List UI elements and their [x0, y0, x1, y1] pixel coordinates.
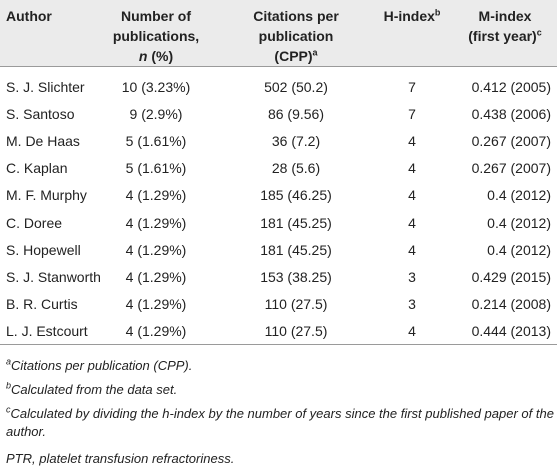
header-cell: M-index (first year)c	[455, 6, 555, 46]
header-text: publication	[258, 28, 334, 44]
table-cell: 4	[408, 214, 416, 231]
footnote: bCalculated from the data set.	[6, 381, 554, 399]
table-cell: 4 (1.29%)	[125, 268, 187, 285]
footnote-text: Calculated by dividing the h-index by th…	[6, 406, 554, 439]
footnote-text: Calculated from the data set.	[11, 382, 178, 397]
header-rule	[0, 66, 557, 67]
table-cell: 4 (1.29%)	[125, 214, 187, 231]
table-cell: 110 (27.5)	[264, 322, 328, 339]
table-cell: S. J. Slichter	[6, 79, 85, 95]
table-cell: B. R. Curtis	[6, 295, 78, 312]
table-cell: 7	[408, 106, 416, 123]
header-text: H-index	[383, 8, 435, 24]
header-cell: H-indexb	[372, 6, 452, 26]
header-variable: n	[138, 48, 148, 64]
header-cell: Author	[6, 6, 116, 26]
table-cell: 181 (45.25)	[260, 214, 332, 231]
table-cell: 9 (2.9%)	[129, 106, 183, 123]
table-cell: 4	[408, 322, 416, 339]
table-cell: 3	[408, 295, 416, 312]
footnote-text: Citations per publication (CPP).	[11, 358, 193, 373]
header-line: M-index	[455, 6, 555, 26]
table-cell: M. F. Murphy	[6, 187, 87, 204]
table-cell: 0.438 (2006)	[471, 106, 551, 123]
header-text: (%)	[147, 48, 174, 64]
table-cell: 181 (45.25)	[260, 241, 332, 258]
header-text: (first year)	[468, 28, 537, 44]
table-cell: S. J. Stanworth	[6, 268, 101, 285]
table-cell: S. Santoso	[6, 106, 75, 123]
table-cell: C. Doree	[6, 214, 63, 231]
table-cell: 0.4 (2012)	[487, 241, 551, 258]
header-line: Citations per	[228, 6, 364, 26]
footnote-mark: a	[312, 47, 318, 58]
header-text: Author	[6, 8, 52, 24]
footnote-mark: c	[536, 27, 542, 38]
footnote: PTR, platelet transfusion refractoriness…	[6, 450, 554, 468]
table-cell: 4 (1.29%)	[125, 295, 187, 312]
table-cell: 0.412 (2005)	[471, 79, 551, 95]
table-cell: 36 (7.2)	[271, 133, 321, 150]
header-line: Author	[6, 6, 116, 26]
table-cell: M. De Haas	[6, 133, 80, 150]
table-cell: 4	[408, 160, 416, 177]
header-line: publication	[228, 26, 364, 46]
table-cell: 0.267 (2007)	[471, 133, 551, 150]
table-cell: 86 (9.56)	[267, 106, 325, 123]
table-cell: 5 (1.61%)	[125, 160, 187, 177]
table-cell: 3	[408, 268, 416, 285]
footnote: cCalculated by dividing the h-index by t…	[6, 405, 554, 441]
table-cell: 0.429 (2015)	[471, 268, 551, 285]
table-cell: 28 (5.6)	[271, 160, 321, 177]
table-cell: 4	[408, 241, 416, 258]
footnote: aCitations per publication (CPP).	[6, 357, 554, 375]
header-line: Number of	[108, 6, 204, 26]
table-cell: 0.4 (2012)	[487, 214, 551, 231]
header-text: M-index	[478, 8, 532, 24]
header-line: H-indexb	[372, 6, 452, 26]
table-cell: 4 (1.29%)	[125, 322, 187, 339]
header-text: (CPP)	[274, 48, 313, 64]
header-text: Citations per	[253, 8, 339, 24]
table-cell: 4	[408, 133, 416, 150]
table-cell: L. J. Estcourt	[6, 322, 88, 339]
footnote-mark: a	[6, 356, 12, 367]
footnote-text: PTR, platelet transfusion refractoriness…	[6, 451, 235, 466]
table-cell: 5 (1.61%)	[125, 133, 187, 150]
header-cell: Citations per publication (CPP)a	[228, 6, 364, 66]
header-line: publications,	[108, 26, 204, 46]
header-line: (CPP)a	[228, 46, 364, 66]
header-line: n (%)	[108, 46, 204, 66]
table-cell: 185 (46.25)	[260, 187, 332, 204]
header-line: (first year)c	[455, 26, 555, 46]
header-cell: Number of publications, n (%)	[108, 6, 204, 66]
header-text: publications,	[112, 28, 200, 44]
table-cell: C. Kaplan	[6, 160, 68, 177]
footnote-mark: c	[6, 404, 11, 415]
table-cell: S. Hopewell	[6, 241, 81, 258]
table-cell: 0.4 (2012)	[487, 187, 551, 204]
table-cell: 4 (1.29%)	[125, 241, 187, 258]
table-cell: 502 (50.2)	[264, 79, 328, 95]
table-cell: 4	[408, 187, 416, 204]
table-cell: 110 (27.5)	[264, 295, 328, 312]
footnote-mark: b	[6, 380, 12, 391]
header-band	[0, 0, 557, 66]
table-cell: 0.214 (2008)	[471, 295, 551, 312]
table-cell: 4 (1.29%)	[125, 187, 187, 204]
header-text: Number of	[121, 8, 191, 24]
table-cell: 0.267 (2007)	[471, 160, 551, 177]
table-cell: 0.444 (2013)	[471, 322, 551, 339]
bottom-rule	[0, 344, 557, 345]
table-cell: 7	[408, 79, 416, 95]
table-cell: 153 (38.25)	[260, 268, 332, 285]
table-cell: 10 (3.23%)	[121, 79, 191, 95]
footnote-mark: b	[434, 7, 441, 18]
